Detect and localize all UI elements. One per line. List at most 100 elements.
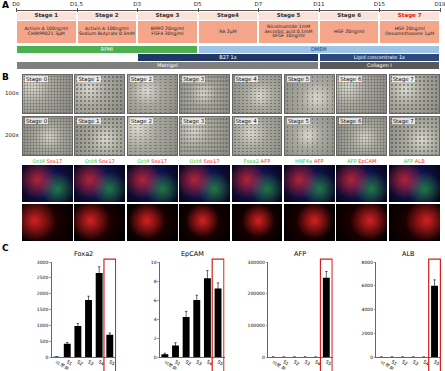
html-text:Stage 6: Stage 6: [340, 118, 362, 124]
html-text:D11: D11: [313, 1, 325, 7]
html-text:Stage 2: Stage 2: [95, 12, 119, 19]
html-text:Stage 1: Stage 1: [78, 118, 100, 124]
svg-text:S1: S1: [66, 359, 74, 366]
html-text:Stage 6: Stage 6: [340, 76, 362, 82]
svg-text:S3: S3: [87, 359, 95, 366]
html-text:Stage 4: Stage 4: [235, 76, 257, 82]
svg-text:S5: S5: [216, 359, 224, 366]
svg-text:3000: 3000: [37, 260, 49, 265]
svg-text:200000: 200000: [248, 291, 265, 296]
svg-text:S1: S1: [390, 359, 398, 366]
html-text:200x: 200x: [5, 132, 19, 138]
svg-text:6: 6: [154, 298, 157, 303]
html-text:D19: D19: [434, 1, 445, 7]
svg-text:S3: S3: [412, 359, 420, 366]
svg-text:0: 0: [370, 355, 373, 360]
html-text:Stage 7: Stage 7: [392, 76, 414, 82]
svg-text:4: 4: [154, 317, 157, 322]
svg-text:2500: 2500: [37, 275, 49, 280]
svg-text:300000: 300000: [248, 260, 265, 265]
html-text:DMEM: DMEM: [311, 45, 327, 52]
svg-text:S2: S2: [185, 359, 193, 366]
svg-text:2000: 2000: [362, 331, 374, 336]
html-text:Stage 3: Stage 3: [155, 12, 180, 19]
html-text:Stage 3: Stage 3: [183, 76, 205, 82]
svg-text:미분화: 미분화: [271, 359, 286, 371]
svg-text:1000: 1000: [37, 323, 49, 328]
svg-text:S3: S3: [303, 359, 311, 366]
svg-text:0: 0: [262, 355, 265, 360]
html-text:Lipid concentrate 1x: Lipid concentrate 1x: [353, 53, 406, 60]
svg-text:미분화: 미분화: [380, 359, 395, 371]
html-text:HGF 20ng/ml: HGF 20ng/ml: [334, 28, 365, 34]
html-text:D0: D0: [12, 1, 20, 7]
html-text:D7: D7: [254, 1, 263, 7]
html-text:Stage 2: Stage 2: [130, 76, 152, 82]
html-text:100x: 100x: [5, 90, 19, 96]
html-text:Stage 5: Stage 5: [287, 118, 309, 124]
svg-text:1500: 1500: [37, 307, 49, 312]
html-text:BMP2 20ng/ml: BMP2 20ng/ml: [150, 26, 184, 32]
svg-text:0: 0: [154, 355, 157, 360]
svg-text:S4: S4: [98, 359, 106, 366]
html-text:Stage 1: Stage 1: [78, 76, 100, 82]
html-text:Stage 5: Stage 5: [287, 76, 309, 82]
svg-text:S2: S2: [401, 359, 409, 366]
html-text:Stage 3: Stage 3: [183, 118, 205, 124]
html-text:C: C: [2, 243, 9, 253]
svg-text:S1: S1: [174, 359, 182, 366]
svg-text:Foxa2: Foxa2: [74, 250, 93, 258]
svg-text:S5: S5: [325, 359, 333, 366]
html-text:Stage 0: Stage 0: [26, 76, 48, 82]
svg-text:AFP: AFP: [294, 250, 306, 258]
svg-text:ALB: ALB: [402, 250, 415, 258]
svg-text:10: 10: [151, 260, 157, 265]
html-text:RA 2μM: RA 2μM: [219, 28, 237, 34]
svg-text:S5: S5: [108, 359, 116, 366]
svg-text:S4: S4: [314, 359, 322, 366]
svg-text:2: 2: [154, 336, 157, 341]
html-text:Stage 0: Stage 0: [26, 118, 48, 124]
svg-text:8000: 8000: [362, 260, 374, 265]
html-text:RPMI: RPMI: [100, 45, 113, 52]
html-text:D3: D3: [133, 1, 141, 7]
html-text:Stage 1: Stage 1: [34, 12, 59, 19]
html-text:Stage 5: Stage 5: [276, 12, 301, 19]
html-text:B27 1x: B27 1x: [219, 53, 237, 60]
html-text:Ascorbic acid 0.1mM: Ascorbic acid 0.1mM: [264, 28, 313, 34]
html-text:Activin A 100ng/ml: Activin A 100ng/ml: [24, 26, 68, 32]
html-text:Activin A 100ng/ml: Activin A 100ng/ml: [85, 26, 129, 32]
html-text:D1.5: D1.5: [70, 1, 83, 7]
svg-text:S4: S4: [422, 359, 430, 366]
html-text:Nicotinamide 1mM: Nicotinamide 1mM: [267, 23, 311, 29]
html-text:Collagen I: Collagen I: [367, 61, 392, 68]
html-text:Stage 7: Stage 7: [397, 12, 422, 19]
html-text:D15: D15: [373, 1, 385, 7]
svg-text:미분화: 미분화: [163, 359, 178, 371]
html-text:Stage 6: Stage 6: [337, 12, 361, 19]
svg-text:2000: 2000: [37, 291, 49, 296]
svg-text:500: 500: [40, 339, 49, 344]
svg-text:100000: 100000: [248, 323, 265, 328]
html-text:Stage 4: Stage 4: [235, 118, 257, 124]
html-text:B: B: [2, 72, 9, 82]
html-text:D5: D5: [193, 1, 202, 7]
svg-text:S2: S2: [293, 359, 301, 366]
html-text:Matrigel: Matrigel: [157, 61, 178, 68]
svg-text:6000: 6000: [362, 283, 374, 288]
svg-text:S2: S2: [76, 359, 84, 366]
svg-text:8: 8: [154, 279, 157, 284]
html-text:A: A: [2, 0, 9, 10]
svg-text:4000: 4000: [362, 307, 374, 312]
svg-text:S4: S4: [206, 359, 214, 366]
svg-text:미분화: 미분화: [55, 359, 70, 371]
svg-text:0: 0: [45, 355, 48, 360]
html-text:Stage 2: Stage 2: [130, 118, 152, 124]
svg-text:S3: S3: [195, 359, 203, 366]
html-text:bFGF 10ng/ml: bFGF 10ng/ml: [272, 33, 305, 39]
svg-text:S1: S1: [282, 359, 290, 366]
svg-text:EpCAM: EpCAM: [181, 250, 204, 258]
html-text:HGF 20ng/ml: HGF 20ng/ml: [394, 26, 425, 32]
html-text:Stage4: Stage4: [217, 12, 239, 19]
svg-text:S5: S5: [433, 359, 441, 366]
